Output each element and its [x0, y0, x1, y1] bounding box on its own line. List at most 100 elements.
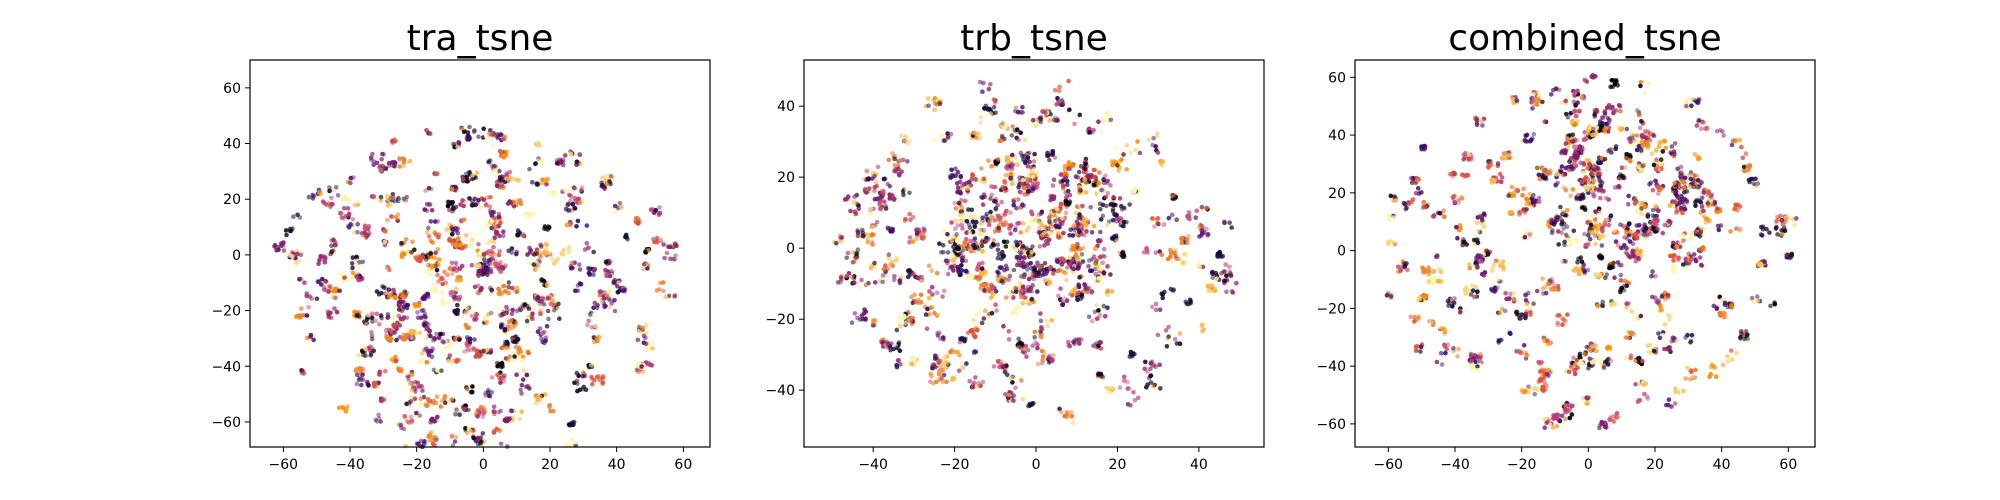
data-point: [449, 434, 455, 439]
data-point: [988, 196, 993, 201]
data-point: [991, 364, 997, 369]
data-point: [959, 209, 965, 214]
data-point: [872, 280, 878, 285]
data-point: [425, 291, 430, 297]
data-point: [414, 385, 420, 390]
data-point: [1169, 212, 1175, 218]
data-point: [328, 202, 334, 207]
data-point: [998, 219, 1004, 225]
data-point: [1094, 316, 1100, 322]
data-point: [1077, 341, 1082, 346]
data-point: [1228, 273, 1234, 278]
data-point: [591, 339, 597, 345]
data-point: [410, 328, 416, 334]
data-point: [1027, 403, 1033, 409]
data-point: [969, 327, 975, 333]
data-point: [1017, 205, 1022, 211]
data-point: [1091, 254, 1097, 259]
data-point: [1063, 210, 1069, 216]
data-point: [972, 334, 978, 339]
data-point: [1047, 233, 1052, 239]
data-point: [885, 225, 891, 231]
data-point: [1737, 137, 1743, 143]
data-point: [649, 362, 654, 368]
data-point: [424, 335, 429, 341]
data-point: [1067, 343, 1073, 349]
data-point: [1084, 229, 1089, 234]
data-point: [650, 346, 655, 351]
data-point: [1030, 211, 1035, 217]
data-point: [481, 257, 487, 263]
data-point: [333, 185, 339, 190]
data-point: [905, 159, 910, 164]
data-point: [1030, 186, 1036, 191]
data-point: [964, 218, 969, 224]
data-point: [633, 216, 638, 221]
data-point: [1020, 301, 1025, 306]
data-point: [512, 339, 518, 344]
data-point: [349, 275, 355, 281]
chart-title: tra_tsne: [407, 18, 554, 59]
data-point: [931, 380, 936, 386]
data-point: [970, 273, 975, 279]
data-point: [1154, 307, 1159, 313]
data-point: [672, 256, 677, 262]
data-point: [586, 245, 591, 251]
data-point: [348, 180, 353, 186]
x-tick-label: −60: [269, 457, 299, 473]
data-point: [436, 335, 442, 341]
data-point: [1014, 305, 1020, 310]
data-point: [341, 216, 346, 221]
data-point: [509, 246, 515, 251]
data-point: [497, 178, 502, 183]
data-point: [898, 362, 903, 367]
data-point: [979, 195, 984, 200]
data-point: [898, 324, 903, 329]
data-point: [1153, 144, 1158, 149]
data-point: [331, 237, 336, 243]
data-point: [436, 279, 441, 284]
data-point: [1088, 204, 1093, 210]
data-point: [306, 305, 312, 310]
data-point: [934, 313, 940, 319]
data-point: [849, 274, 855, 280]
data-point: [335, 193, 341, 198]
data-point: [973, 349, 979, 355]
data-point: [1063, 202, 1069, 207]
data-point: [1733, 139, 1738, 144]
data-point: [1002, 267, 1007, 273]
data-point: [457, 266, 463, 271]
data-point: [461, 217, 467, 223]
data-point: [970, 384, 976, 390]
data-point: [870, 320, 876, 326]
data-point: [494, 172, 500, 178]
data-point: [486, 159, 491, 165]
data-point: [326, 312, 331, 317]
data-point: [497, 233, 502, 239]
data-point: [1007, 226, 1012, 231]
data-point: [535, 267, 540, 272]
data-point: [1032, 329, 1038, 335]
data-point: [1075, 266, 1081, 272]
data-point: [471, 129, 477, 135]
data-point: [478, 435, 484, 440]
data-point: [430, 441, 436, 447]
data-point: [426, 398, 432, 403]
data-point: [963, 240, 968, 246]
data-point: [1100, 253, 1105, 259]
data-point: [849, 320, 855, 326]
data-point: [978, 285, 983, 290]
data-point: [990, 163, 995, 169]
data-point: [437, 257, 442, 262]
data-point: [1040, 354, 1046, 359]
data-point: [838, 275, 844, 280]
data-point: [1159, 252, 1164, 258]
data-point: [435, 272, 440, 278]
data-point: [914, 236, 919, 242]
data-point: [562, 187, 568, 193]
data-point: [979, 243, 985, 249]
data-point: [295, 212, 300, 218]
data-point: [477, 250, 483, 256]
data-point: [929, 305, 934, 310]
data-point: [1012, 128, 1018, 133]
